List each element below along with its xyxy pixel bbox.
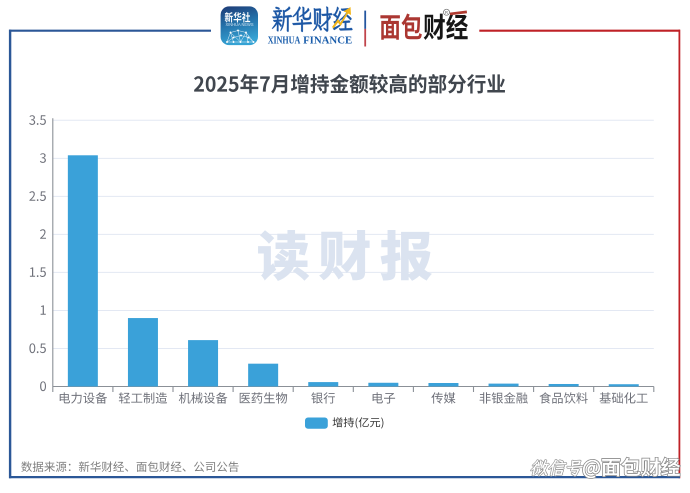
svg-text:XINHUA: XINHUA [268, 34, 301, 46]
svg-text:FINANCE: FINANCE [303, 34, 352, 46]
svg-text:XINHUA NEWS: XINHUA NEWS [226, 22, 254, 27]
svg-text:R: R [445, 10, 448, 15]
